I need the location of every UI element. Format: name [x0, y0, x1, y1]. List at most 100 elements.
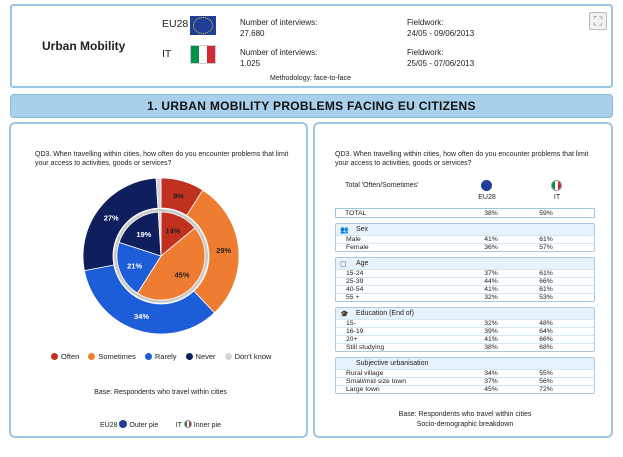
col-eu28: EU28	[478, 194, 496, 201]
people-icon: 👥	[340, 227, 349, 234]
row-eu28: 34%	[484, 370, 498, 377]
col-it: IT	[553, 194, 561, 201]
row-it: 64%	[539, 328, 553, 335]
right-base-note: Base: Respondents who travel within citi…	[398, 411, 532, 418]
total-eu28: 38%	[484, 210, 498, 217]
legend-swatch	[51, 353, 58, 360]
total-label: TOTAL	[345, 210, 367, 217]
table-row: 40-54 41% 61%	[336, 285, 594, 293]
legend-sometimes: Sometimes	[88, 352, 136, 361]
row-label: 15-	[346, 320, 356, 327]
row-it: 57%	[539, 244, 553, 251]
it-slice-don-t-know	[157, 211, 162, 257]
row-eu28: 37%	[484, 270, 498, 277]
eu-interviews: Number of interviews: 27.680	[240, 17, 317, 39]
row-it: 68%	[539, 344, 553, 351]
row-eu28: 44%	[484, 278, 498, 285]
left-base-note: Base: Respondents who travel within citi…	[94, 389, 227, 396]
header-panel: Urban Mobility EU28 IT Number of intervi…	[10, 4, 613, 88]
table-row: 16-19 39% 64%	[336, 327, 594, 335]
row-eu28: 39%	[484, 328, 498, 335]
row-eu28: 41%	[484, 336, 498, 343]
row-eu28: 41%	[484, 286, 498, 293]
row-it: 48%	[539, 320, 553, 327]
it-data-label: 21%	[127, 261, 142, 270]
group-education-end-of-: Education (End of) 🎓 15- 32% 48% 16-19 39% 64% 2…	[335, 307, 595, 352]
table-row: Rural village 34% 55%	[336, 369, 594, 377]
outer-series-label: Outer pie	[129, 422, 159, 429]
it-code: IT	[162, 48, 172, 60]
group-title: Age ▢	[336, 258, 594, 269]
eu-fieldwork: Fieldwork: 24/05 - 09/06/2013	[407, 17, 474, 39]
legend-often: Often	[51, 352, 79, 361]
table-row: 25-39 44% 66%	[336, 277, 594, 285]
inner-series-label: Inner pie	[193, 422, 221, 429]
group-title: Subjective urbanisation	[336, 358, 594, 369]
it-data-label: 45%	[174, 271, 189, 280]
group-sex: Sex 👥 Male 41% 61% Female 36% 57%	[335, 223, 595, 252]
row-it: 61%	[539, 286, 553, 293]
page-title: Urban Mobility	[42, 39, 126, 53]
row-it: 66%	[539, 336, 553, 343]
legend-label: Never	[195, 352, 216, 361]
group-subjective-urbanisation: Subjective urbanisation Rural village 34% 5…	[335, 357, 595, 394]
row-eu28: 45%	[484, 386, 498, 393]
row-eu28: 32%	[484, 320, 498, 327]
row-eu28: 36%	[484, 244, 498, 251]
legend-swatch	[88, 353, 96, 360]
table-row: 15- 32% 48%	[336, 319, 594, 327]
it-slice-rarely	[116, 241, 162, 294]
it-interviews: Number of interviews: 1.025	[240, 47, 317, 69]
pie-panel: QD3. When travelling within cities, how …	[9, 122, 308, 438]
eu-fieldwork-value: 24/05 - 09/06/2013	[407, 29, 475, 38]
outer-series-name: EU28	[100, 422, 118, 429]
row-eu28: 32%	[484, 294, 498, 301]
legend-label: Often	[61, 352, 80, 361]
row-it: 56%	[539, 378, 553, 385]
eu-code: EU28	[162, 18, 189, 30]
legend-dont-know: Don't know	[224, 352, 272, 361]
row-it: 66%	[539, 278, 553, 285]
it-interviews-value: 1.025	[240, 59, 261, 68]
expand-icon[interactable]: ⛶	[589, 12, 607, 30]
table-row: Small/mid size town 37% 56%	[336, 377, 594, 385]
breakdown-groups: Sex 👥 Male 41% 61% Female 36% 57% Age ▢ 15-24 37% 61…	[335, 223, 595, 394]
row-it: 61%	[539, 270, 553, 277]
table-row: 55 + 32% 53%	[336, 293, 594, 301]
row-it: 72%	[539, 386, 553, 393]
it-fieldwork-value: 25/05 - 07/06/2013	[407, 59, 475, 68]
row-label: 16-19	[346, 328, 364, 335]
it-fieldwork: Fieldwork: 25/05 - 07/06/2013	[407, 47, 474, 69]
inner-series-name: IT	[175, 422, 182, 429]
eu28-data-label: 9%	[173, 192, 184, 201]
table-row: Female 36% 57%	[336, 243, 594, 251]
it-data-label: 19%	[136, 230, 151, 239]
legend-never: Never	[185, 352, 216, 361]
eu-interviews-value: 27.680	[240, 29, 265, 38]
right-question: QD3. When travelling within cities, how …	[335, 151, 589, 167]
it-data-label: 14%	[165, 227, 180, 236]
legend-label: Sometimes	[98, 352, 136, 361]
table-row: 15-24 37% 61%	[336, 269, 594, 277]
pie-ring-legend: EU28 Outer pie IT Inner pie	[11, 420, 310, 429]
eu28-slice-don-t-know	[155, 177, 162, 209]
legend-swatch	[224, 353, 232, 360]
eu28-slice-rarely	[83, 264, 215, 335]
breakdown-note: Socio-demographic breakdown	[416, 421, 514, 428]
table-row: 20+ 41% 66%	[336, 335, 594, 343]
eu-flag-icon	[190, 16, 216, 35]
left-question: QD3. When travelling within cities, how …	[35, 151, 289, 167]
legend-rarely: Rarely	[144, 352, 177, 361]
eu28-data-label: 29%	[216, 246, 231, 255]
row-label: Male	[346, 236, 361, 243]
table-row: Male 41% 61%	[336, 235, 594, 243]
group-age: Age ▢ 15-24 37% 61% 25-39 44% 66% 40-54 41% 61% 55 …	[335, 257, 595, 302]
eu28-data-label: 34%	[134, 312, 149, 321]
row-label: Still studying	[346, 344, 385, 351]
it-interviews-label: Number of interviews:	[240, 48, 318, 57]
legend-label: Rarely	[154, 352, 177, 361]
legend-label: Don't know	[234, 352, 272, 361]
mortarboard-icon: 🎓	[340, 311, 349, 318]
group-title: Sex 👥	[336, 224, 594, 235]
row-it: 61%	[539, 236, 553, 243]
